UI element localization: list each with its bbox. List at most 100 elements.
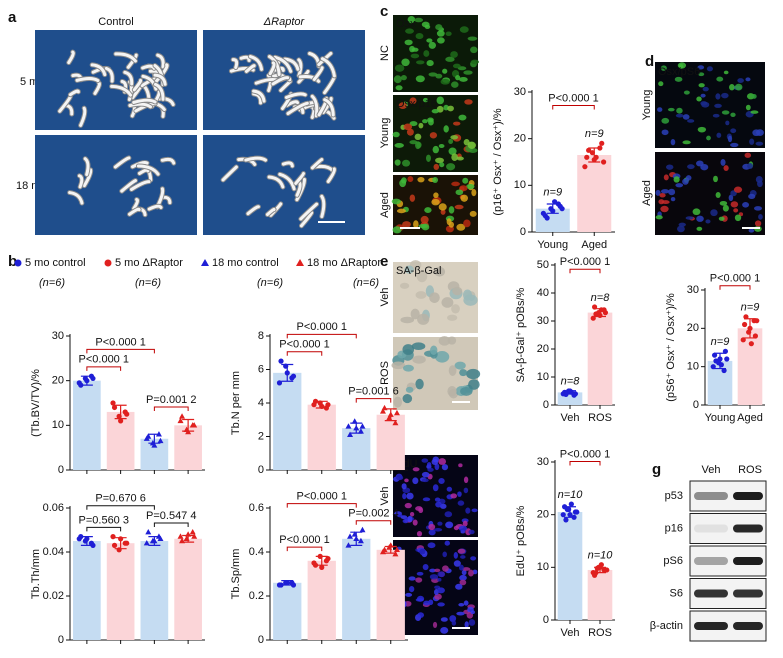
cell bbox=[665, 164, 674, 170]
data-point bbox=[345, 542, 352, 548]
data-point bbox=[602, 310, 609, 316]
cell bbox=[429, 574, 439, 580]
significance-bracket bbox=[286, 503, 357, 508]
cell bbox=[745, 104, 751, 111]
y-tick-label: 20 bbox=[52, 375, 64, 387]
data-point bbox=[143, 540, 150, 546]
cell bbox=[730, 201, 739, 208]
y-tick-label: 0 bbox=[258, 634, 264, 646]
bar bbox=[106, 543, 135, 640]
cell bbox=[730, 112, 736, 118]
legend-marker bbox=[14, 259, 22, 267]
panel-label: d bbox=[645, 53, 654, 70]
significance-bracket bbox=[286, 333, 357, 339]
cell bbox=[455, 583, 463, 590]
cell bbox=[442, 565, 449, 572]
cell bbox=[409, 194, 416, 202]
data-point bbox=[743, 314, 749, 320]
cell bbox=[468, 619, 476, 626]
cell bbox=[437, 37, 445, 44]
cell bbox=[417, 313, 430, 325]
cell bbox=[432, 484, 439, 492]
x-tick-label: Veh bbox=[561, 412, 580, 424]
legend-label: 18 mo control bbox=[212, 257, 279, 269]
cell bbox=[416, 571, 424, 576]
cell bbox=[434, 351, 450, 363]
blot-band bbox=[694, 557, 728, 565]
cell bbox=[471, 508, 478, 513]
strut bbox=[153, 82, 165, 101]
cell bbox=[453, 560, 461, 567]
y-tick-label: 0.2 bbox=[249, 590, 264, 602]
trabecular-bone bbox=[228, 50, 337, 121]
y-axis-label: (pS6⁺ Osx⁺ / Osx⁺)/% bbox=[665, 293, 677, 402]
cell bbox=[698, 72, 705, 77]
cell bbox=[421, 458, 429, 463]
data-point bbox=[357, 428, 364, 434]
data-point bbox=[312, 398, 319, 404]
y-tick-label: 0.6 bbox=[249, 502, 264, 514]
cell bbox=[661, 117, 670, 124]
strut bbox=[77, 174, 84, 189]
cell bbox=[405, 28, 414, 34]
row-label: Veh bbox=[379, 288, 391, 307]
cell bbox=[432, 177, 439, 184]
legend-label: 18 mo ΔRaptor bbox=[307, 257, 381, 269]
cell bbox=[405, 592, 413, 597]
cell bbox=[434, 463, 440, 471]
strut bbox=[130, 180, 151, 191]
cell bbox=[415, 577, 423, 583]
overlay-label: Osx bbox=[658, 66, 678, 78]
y-axis-label: Tb.Sp/mm bbox=[230, 549, 242, 600]
strut bbox=[113, 156, 131, 169]
cell bbox=[463, 600, 469, 606]
cell bbox=[437, 571, 446, 578]
error-bar bbox=[315, 400, 328, 409]
y-tick-label: 50 bbox=[537, 259, 549, 271]
cell bbox=[447, 105, 454, 112]
cell bbox=[757, 180, 763, 188]
cell bbox=[429, 132, 438, 139]
cell bbox=[696, 215, 704, 222]
bar bbox=[587, 312, 613, 405]
cell bbox=[448, 365, 457, 377]
strut bbox=[68, 191, 84, 205]
cell bbox=[436, 96, 445, 105]
data-point bbox=[748, 341, 754, 347]
y-tick-label: 20 bbox=[537, 343, 549, 355]
cell bbox=[663, 174, 669, 181]
data-point bbox=[574, 509, 580, 515]
cell bbox=[445, 31, 452, 37]
cell bbox=[730, 142, 739, 148]
strut bbox=[252, 89, 266, 103]
cell bbox=[436, 30, 445, 37]
blot-band bbox=[733, 622, 763, 630]
cell bbox=[713, 175, 718, 183]
trabecular-bone bbox=[57, 49, 176, 128]
cell bbox=[417, 176, 425, 183]
cell bbox=[398, 102, 407, 110]
blot-label: p53 bbox=[665, 490, 683, 502]
strut bbox=[298, 74, 321, 83]
strut bbox=[252, 92, 263, 105]
cell bbox=[705, 219, 711, 224]
cell bbox=[424, 207, 432, 214]
data-point bbox=[347, 431, 354, 438]
cell bbox=[402, 221, 411, 228]
cell bbox=[450, 493, 458, 499]
cell bbox=[447, 314, 458, 321]
y-tick-label: 10 bbox=[537, 561, 549, 573]
cell bbox=[457, 500, 465, 506]
cell bbox=[443, 125, 449, 133]
y-axis-label: SA-β-Gal⁺ pOBs/% bbox=[515, 287, 527, 382]
legend-marker bbox=[104, 259, 112, 267]
error-bar bbox=[350, 531, 363, 546]
cell bbox=[696, 226, 703, 231]
significance-bracket bbox=[286, 351, 323, 356]
significance-bracket bbox=[86, 366, 122, 371]
y-tick-label: 0 bbox=[693, 399, 699, 411]
cell bbox=[468, 569, 474, 577]
p-value: P<0.000 1 bbox=[279, 534, 329, 546]
data-point bbox=[325, 556, 331, 562]
strut bbox=[297, 58, 303, 78]
